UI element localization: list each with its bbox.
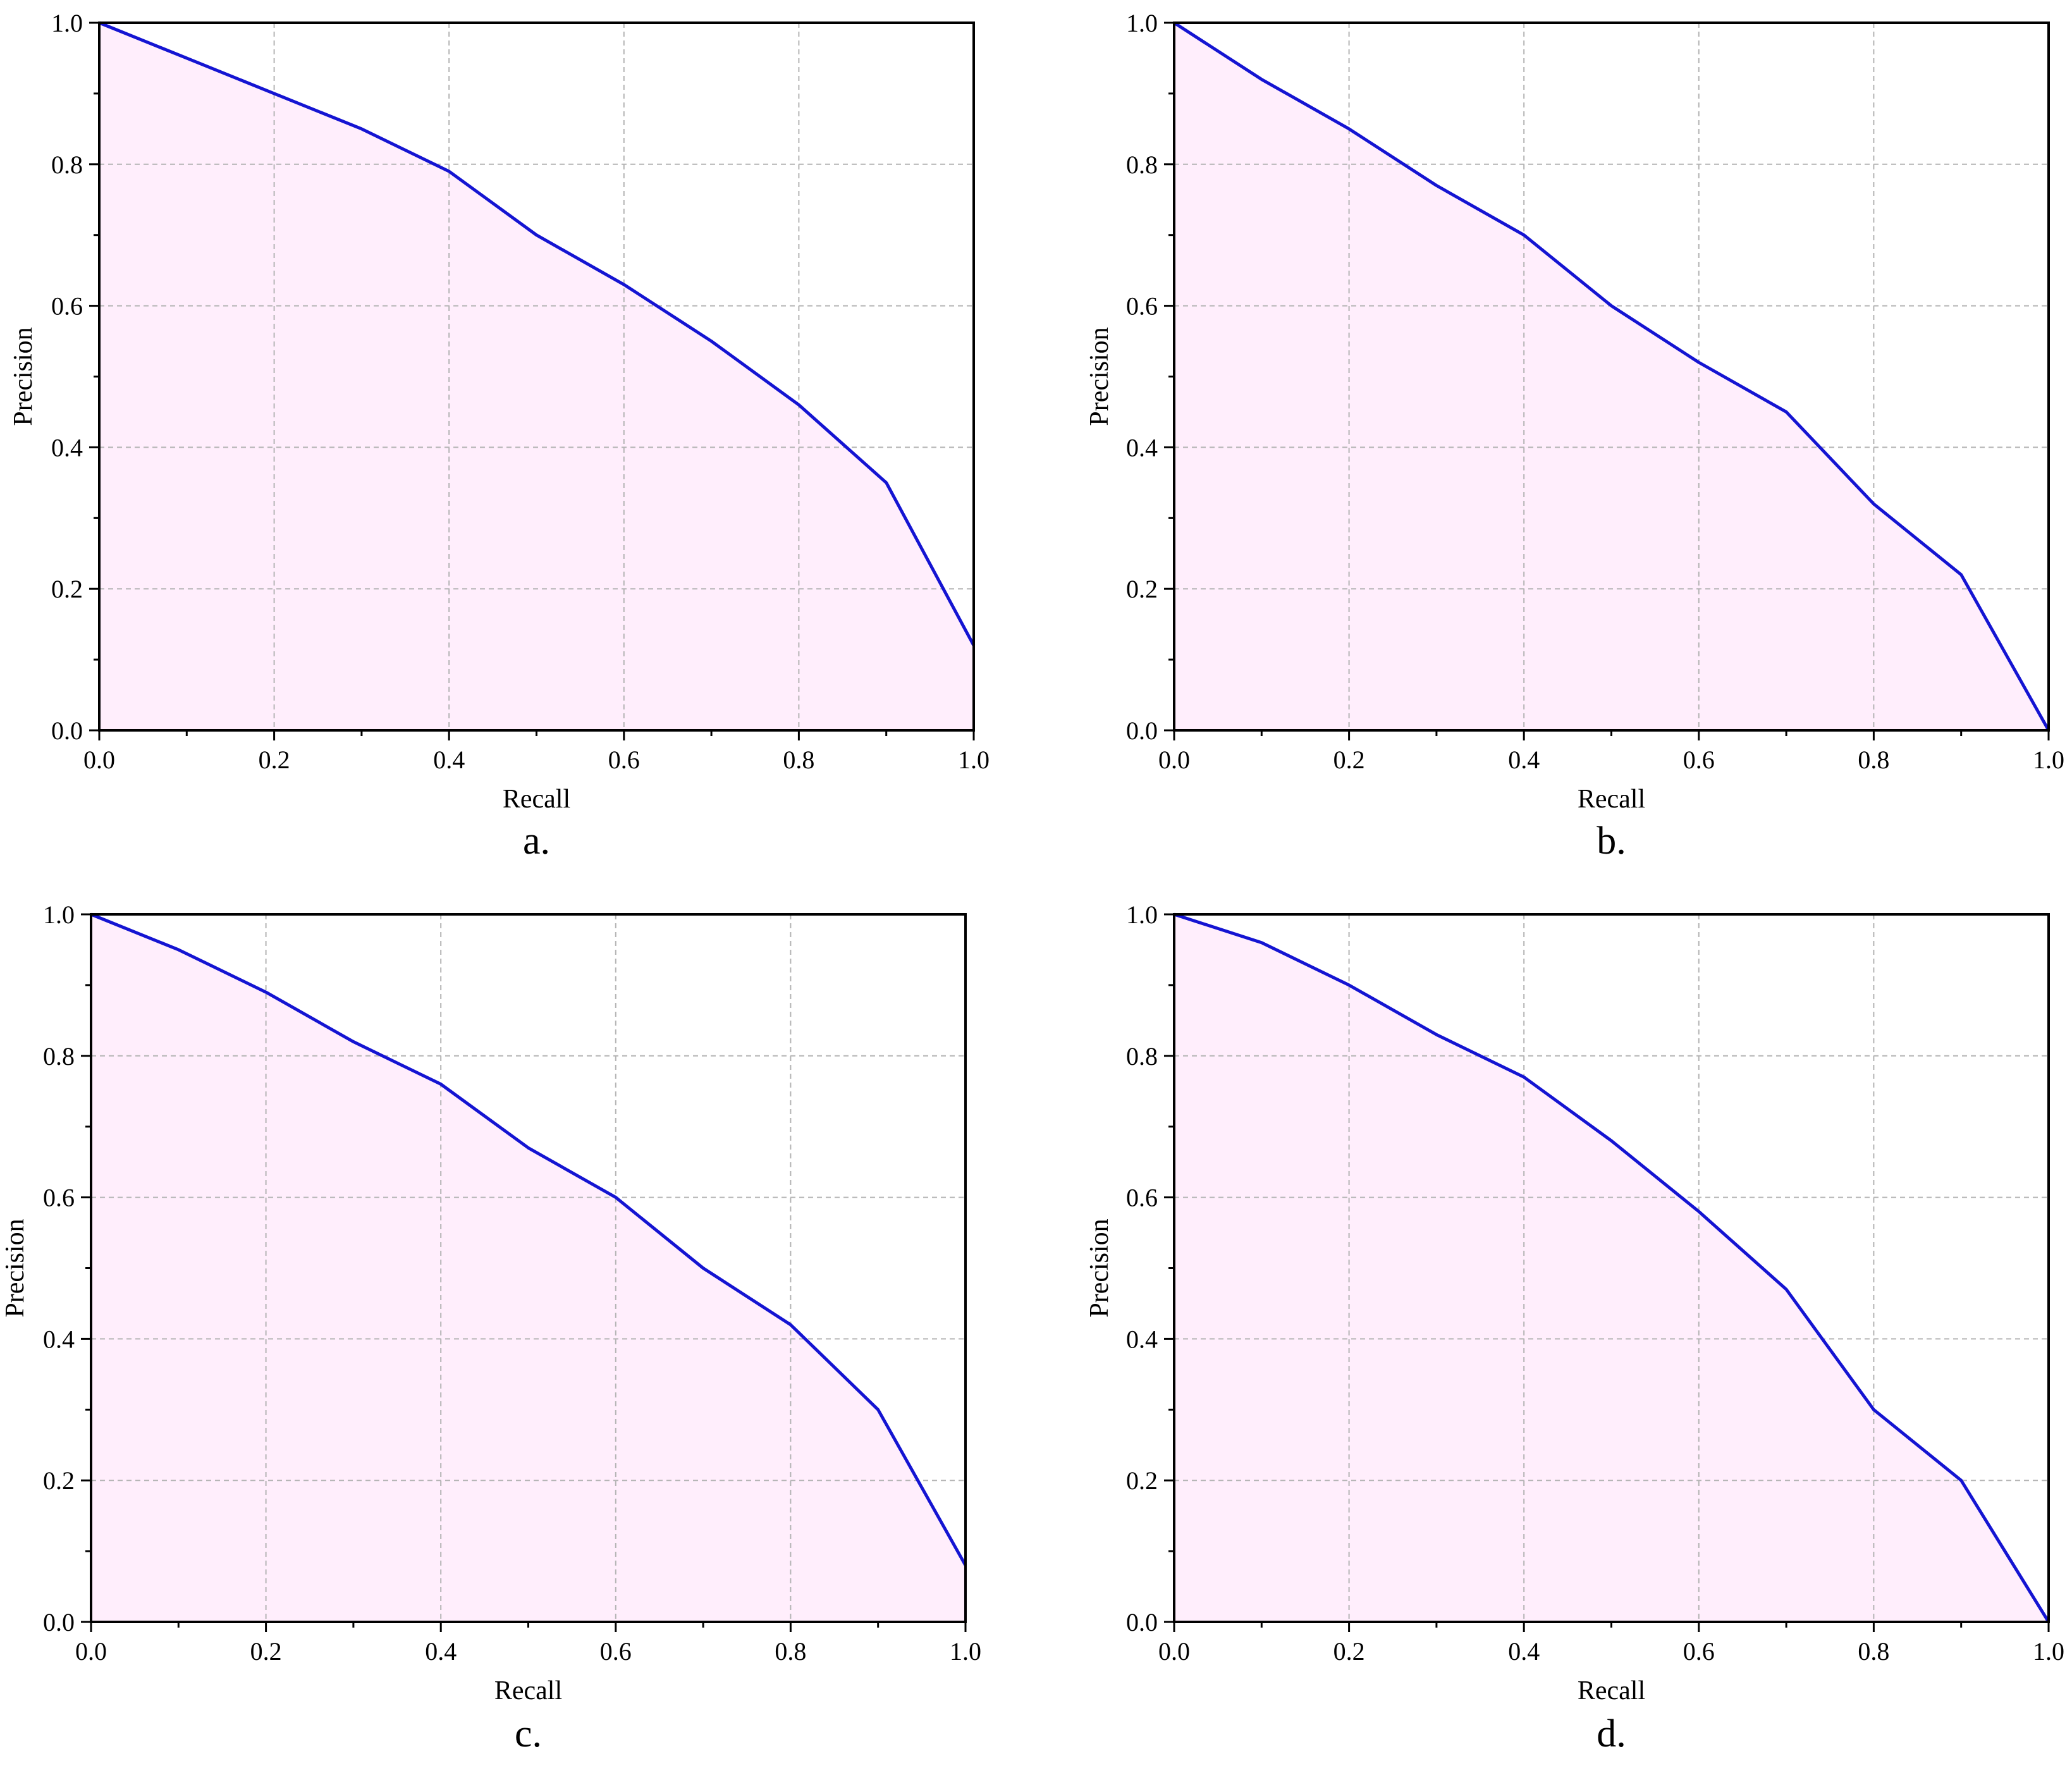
y-tick-label: 0.8 (1126, 1042, 1158, 1071)
y-tick-label: 0.0 (43, 1608, 75, 1636)
x-tick-label: 0.8 (1858, 746, 1889, 774)
y-tick-label: 0.2 (1126, 1466, 1158, 1495)
x-tick-label: 0.4 (1508, 1637, 1540, 1666)
y-axis-title: Precision (9, 327, 38, 426)
x-tick-label: 0.0 (83, 746, 115, 774)
x-axis-title: Recall (494, 1676, 562, 1705)
y-tick-label: 0.8 (43, 1042, 75, 1071)
panel-label: c. (515, 1712, 542, 1755)
y-tick-label: 0.0 (51, 716, 83, 745)
precision-recall-line (1174, 912, 2051, 1623)
x-axis-title: Recall (1578, 785, 1645, 814)
chart-panel-b: 0.0 0.2 0.4 0.6 0.8 1.0 0.0 0.2 0.4 0.6 0.8 1.0 Reca… (1085, 9, 2064, 862)
x-tick-label: 0.2 (259, 746, 290, 774)
y-tick-label: 0.0 (1126, 1608, 1158, 1636)
x-tick-label: 1.0 (958, 746, 990, 774)
panel-label: b. (1597, 819, 1626, 862)
x-tick-label: 1.0 (2033, 746, 2064, 774)
y-tick-label: 1.0 (1126, 9, 1158, 37)
y-tick-label: 0.8 (51, 150, 83, 179)
panel-label: a. (523, 819, 550, 862)
chart-panel-a: 0.0 0.2 0.4 0.6 0.8 1.0 0.0 0.2 0.4 0.6 0.8 1.0 Reca… (9, 9, 990, 862)
x-tick-label: 1.0 (950, 1637, 981, 1666)
chart-panel-d: 0.0 0.2 0.4 0.6 0.8 1.0 0.0 0.2 0.4 0.6 0.8 1.0 Reca… (1085, 900, 2064, 1755)
panel-label: d. (1597, 1712, 1626, 1755)
x-tick-label: 0.2 (1333, 746, 1365, 774)
precision-recall-line (99, 21, 976, 646)
y-tick-label: 0.4 (1126, 433, 1158, 462)
y-axis-title: Precision (1085, 327, 1114, 426)
y-tick-label: 0.2 (1126, 575, 1158, 603)
y-tick-label: 0.6 (43, 1184, 75, 1212)
y-tick-label: 0.8 (1126, 150, 1158, 179)
x-tick-label: 0.4 (1508, 746, 1540, 774)
x-tick-label: 0.6 (608, 746, 640, 774)
precision-recall-line (90, 912, 967, 1566)
x-tick-label: 0.6 (1683, 1637, 1715, 1666)
x-tick-label: 0.6 (600, 1637, 632, 1666)
y-tick-label: 0.0 (1126, 716, 1158, 745)
x-tick-label: 0.4 (433, 746, 465, 774)
y-tick-label: 0.2 (51, 575, 83, 603)
x-tick-label: 0.8 (775, 1637, 806, 1666)
y-tick-label: 0.4 (51, 433, 83, 462)
area-fill (91, 914, 966, 1622)
x-tick-label: 0.2 (250, 1637, 282, 1666)
y-tick-label: 0.4 (1126, 1325, 1158, 1353)
area-fill (99, 23, 974, 730)
y-tick-label: 0.4 (43, 1325, 75, 1353)
precision-recall-line (1173, 21, 2051, 732)
x-axis-title: Recall (503, 785, 570, 814)
y-tick-label: 1.0 (43, 900, 75, 929)
y-tick-label: 0.6 (1126, 1184, 1158, 1212)
area-fill (1174, 23, 2049, 730)
x-tick-label: 0.0 (1158, 1637, 1190, 1666)
x-tick-label: 0.0 (75, 1637, 107, 1666)
x-tick-label: 0.6 (1683, 746, 1715, 774)
chart-panel-c: 0.0 0.2 0.4 0.6 0.8 1.0 0.0 0.2 0.4 0.6 0.8 1.0 Reca… (1, 900, 981, 1755)
y-tick-label: 0.2 (43, 1466, 75, 1495)
y-axis-title: Precision (1, 1218, 30, 1317)
x-tick-label: 0.8 (783, 746, 814, 774)
y-tick-label: 0.6 (1126, 292, 1158, 321)
x-tick-label: 0.8 (1858, 1637, 1889, 1666)
x-tick-label: 0.0 (1158, 746, 1190, 774)
y-tick-label: 1.0 (51, 9, 83, 37)
area-fill (1174, 914, 2049, 1622)
x-tick-label: 1.0 (2033, 1637, 2064, 1666)
x-axis-title: Recall (1578, 1676, 1645, 1705)
x-tick-label: 0.4 (425, 1637, 457, 1666)
y-tick-label: 1.0 (1126, 900, 1158, 929)
y-axis-title: Precision (1085, 1218, 1114, 1317)
y-tick-label: 0.6 (51, 292, 83, 321)
x-tick-label: 0.2 (1333, 1637, 1365, 1666)
